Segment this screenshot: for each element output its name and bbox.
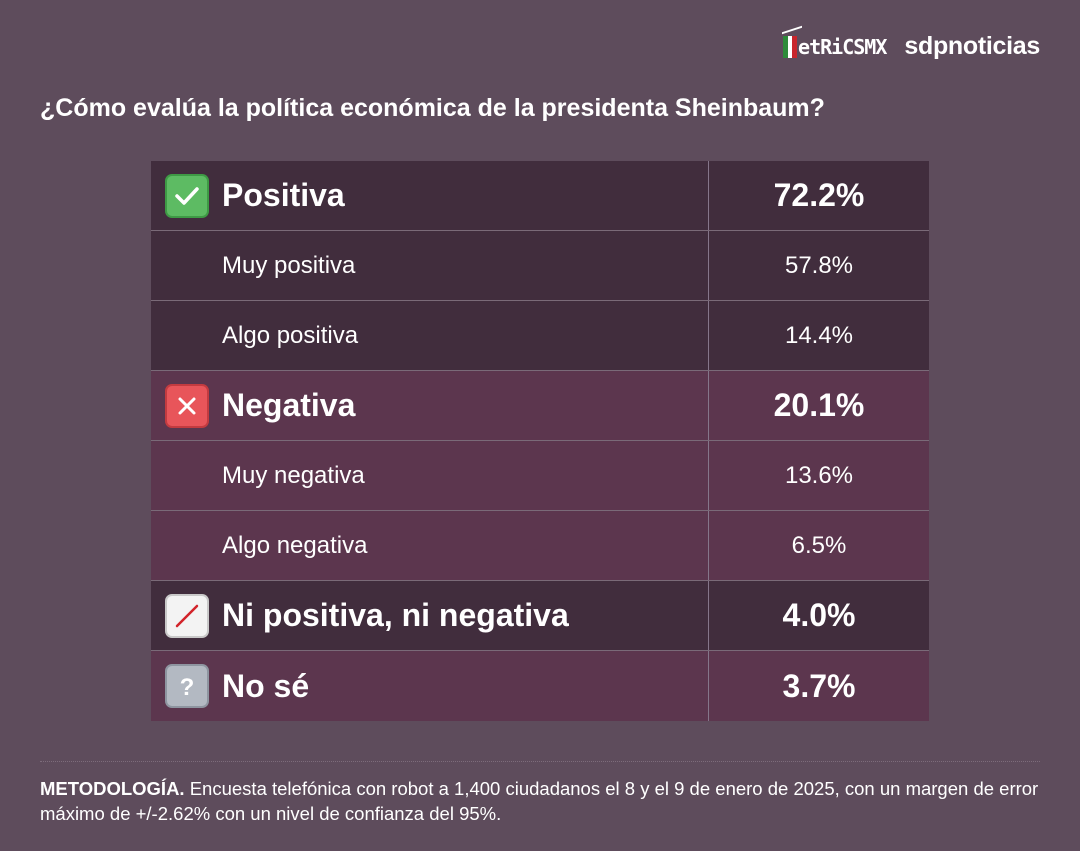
row-value: 20.1% <box>773 387 865 423</box>
sdpnoticias-logo: sdpnoticias <box>904 32 1040 60</box>
row-label: Ni positiva, ni negativa <box>222 597 569 633</box>
metrics-logo: etRiCSMX <box>782 25 887 59</box>
row-label: Muy negativa <box>222 461 365 489</box>
table-row-positiva: Positiva 72.2% <box>151 161 929 231</box>
question-title: ¿Cómo evalúa la política económica de la… <box>40 94 825 122</box>
table-row-negativa: Negativa 20.1% <box>151 371 929 441</box>
row-value: 4.0% <box>782 597 856 633</box>
row-value: 6.5% <box>791 531 847 559</box>
cross-mark-icon <box>165 383 209 428</box>
row-value: 3.7% <box>782 667 856 704</box>
brand-header: etRiCSMX sdpnoticias <box>782 25 1040 61</box>
row-value: 14.4% <box>784 321 854 349</box>
table-row-muy-positiva: Muy positiva 57.8% <box>151 231 929 301</box>
question-mark-icon: ? <box>165 664 209 708</box>
table-row-ni-positiva-ni-negativa: Ni positiva, ni negativa 4.0% <box>151 581 929 651</box>
table-row-algo-positiva: Algo positiva 14.4% <box>151 301 929 371</box>
methodology-note: METODOLOGÍA. Encuesta telefónica con rob… <box>40 776 1040 826</box>
divider <box>40 761 1040 762</box>
row-value: 57.8% <box>784 251 854 279</box>
metrics-logo-text: etRiCSMX <box>798 34 887 59</box>
row-label: Positiva <box>222 177 345 213</box>
check-mark-icon <box>165 173 209 218</box>
slash-icon <box>165 593 209 638</box>
table-row-muy-negativa: Muy negativa 13.6% <box>151 441 929 511</box>
table-row-algo-negativa: Algo negativa 6.5% <box>151 511 929 581</box>
mexico-flag-icon <box>782 25 803 58</box>
row-value: 72.2% <box>773 177 865 213</box>
row-label: Algo negativa <box>222 531 368 559</box>
row-label: No sé <box>222 667 310 704</box>
results-table: Positiva 72.2% Muy positiva 57.8% Algo p… <box>151 161 929 721</box>
row-value: 13.6% <box>784 461 854 489</box>
methodology-label: METODOLOGÍA. <box>40 778 185 799</box>
row-label: Algo positiva <box>222 321 359 349</box>
row-label: Muy positiva <box>222 251 356 279</box>
methodology-text: Encuesta telefónica con robot a 1,400 ci… <box>40 778 1039 824</box>
row-label: Negativa <box>222 387 356 423</box>
table-row-no-se: ? No sé 3.7% <box>151 651 929 721</box>
svg-text:?: ? <box>180 674 195 701</box>
